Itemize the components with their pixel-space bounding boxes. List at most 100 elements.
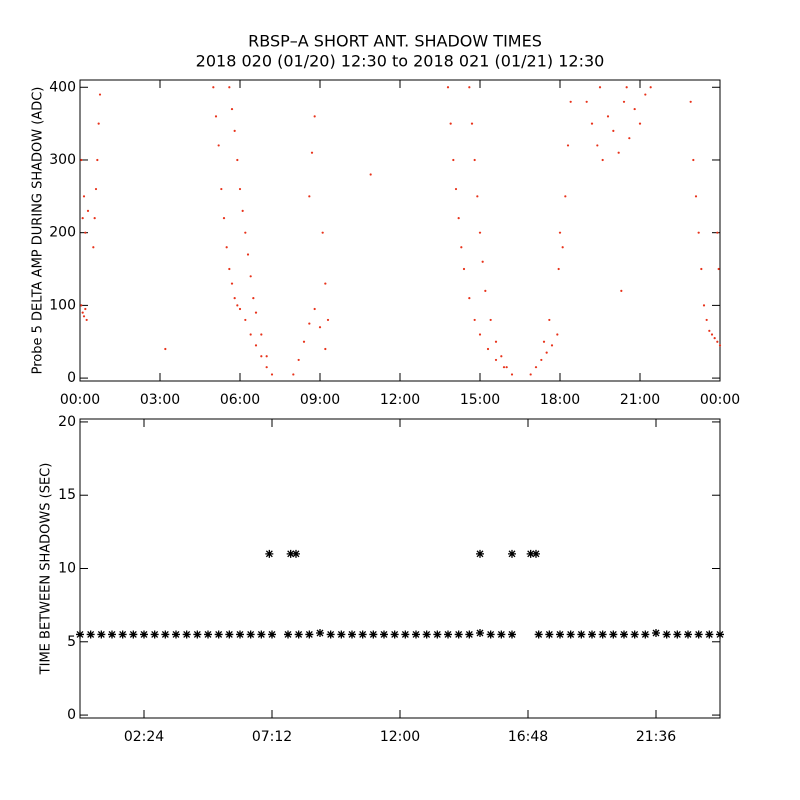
- point: [585, 100, 588, 103]
- point: [478, 333, 482, 336]
- y-axis-label: Probe 5 DELTA AMP DURING SHADOW (ADC): [31, 87, 46, 375]
- point: [233, 129, 236, 132]
- point: [557, 267, 560, 271]
- y-tick-label: 0: [67, 707, 76, 723]
- point: [326, 318, 330, 322]
- point: [548, 318, 551, 322]
- point: [238, 187, 242, 191]
- x-tick-label: 15:00: [460, 392, 500, 408]
- point: [76, 630, 84, 639]
- y-tick-label: 15: [58, 487, 76, 503]
- point: [705, 318, 708, 322]
- point: [244, 318, 247, 322]
- point: [717, 267, 720, 271]
- point: [590, 122, 594, 125]
- point: [214, 630, 223, 639]
- point: [164, 347, 167, 351]
- point: [337, 630, 346, 639]
- chart-subtitle: 2018 020 (01/20) 12:30 to 2018 021 (01/2…: [196, 52, 605, 71]
- point: [286, 549, 295, 558]
- point: [369, 173, 372, 176]
- point: [460, 246, 463, 249]
- x-tick-label: 02:24: [124, 729, 164, 745]
- point: [246, 253, 250, 256]
- point: [193, 630, 202, 639]
- point: [713, 337, 716, 340]
- point: [532, 549, 540, 558]
- point: [305, 630, 314, 639]
- point: [96, 158, 99, 162]
- x-tick-label: 16:48: [508, 729, 548, 745]
- point: [577, 630, 586, 639]
- point: [236, 630, 244, 639]
- x-tick-label: 21:00: [620, 392, 660, 408]
- point: [98, 93, 102, 96]
- x-tick-label: 12:00: [380, 729, 420, 745]
- point: [710, 333, 714, 336]
- point: [82, 315, 86, 318]
- point: [412, 630, 420, 639]
- point: [534, 630, 543, 639]
- point: [484, 289, 487, 292]
- point: [150, 630, 159, 639]
- point: [468, 297, 471, 300]
- point: [140, 630, 148, 639]
- point: [252, 297, 255, 300]
- point: [297, 358, 300, 362]
- point: [316, 628, 324, 637]
- point: [265, 549, 274, 558]
- point: [502, 366, 506, 369]
- point: [510, 373, 514, 376]
- point: [716, 231, 719, 234]
- point: [609, 630, 618, 639]
- point: [652, 628, 660, 637]
- point: [598, 630, 607, 639]
- chart-title: RBSP–A SHORT ANT. SHADOW TIMES: [248, 32, 542, 51]
- point: [292, 549, 300, 558]
- point: [702, 304, 706, 307]
- point: [620, 630, 628, 639]
- point: [476, 195, 479, 198]
- point: [268, 630, 276, 639]
- point: [556, 333, 559, 336]
- point: [118, 630, 127, 639]
- point: [401, 630, 410, 639]
- point: [230, 107, 234, 111]
- point: [508, 549, 516, 558]
- y-tick-label: 10: [58, 561, 76, 577]
- point: [694, 195, 698, 198]
- point: [628, 137, 631, 140]
- point: [86, 209, 90, 212]
- point: [260, 355, 263, 358]
- point: [233, 297, 236, 300]
- point: [228, 86, 231, 89]
- point: [249, 333, 252, 336]
- point: [454, 630, 463, 639]
- point: [84, 231, 87, 234]
- point: [540, 358, 543, 362]
- point: [566, 144, 570, 147]
- point: [486, 347, 490, 351]
- point: [673, 630, 682, 639]
- point: [622, 100, 626, 103]
- point: [462, 267, 466, 271]
- point: [478, 231, 482, 234]
- point: [225, 630, 234, 639]
- point: [684, 630, 692, 639]
- point: [564, 195, 567, 198]
- point: [588, 630, 596, 639]
- plot-frame: [79, 79, 721, 382]
- point: [321, 231, 324, 234]
- point: [596, 144, 599, 147]
- point: [302, 340, 306, 343]
- x-tick-label: 12:00: [380, 392, 420, 408]
- point: [630, 630, 639, 639]
- point: [236, 304, 239, 307]
- point: [97, 630, 106, 639]
- point: [620, 289, 623, 292]
- point: [486, 630, 495, 639]
- point: [129, 630, 138, 639]
- point: [468, 86, 471, 89]
- point: [230, 282, 234, 285]
- x-tick-label: 18:00: [540, 392, 580, 408]
